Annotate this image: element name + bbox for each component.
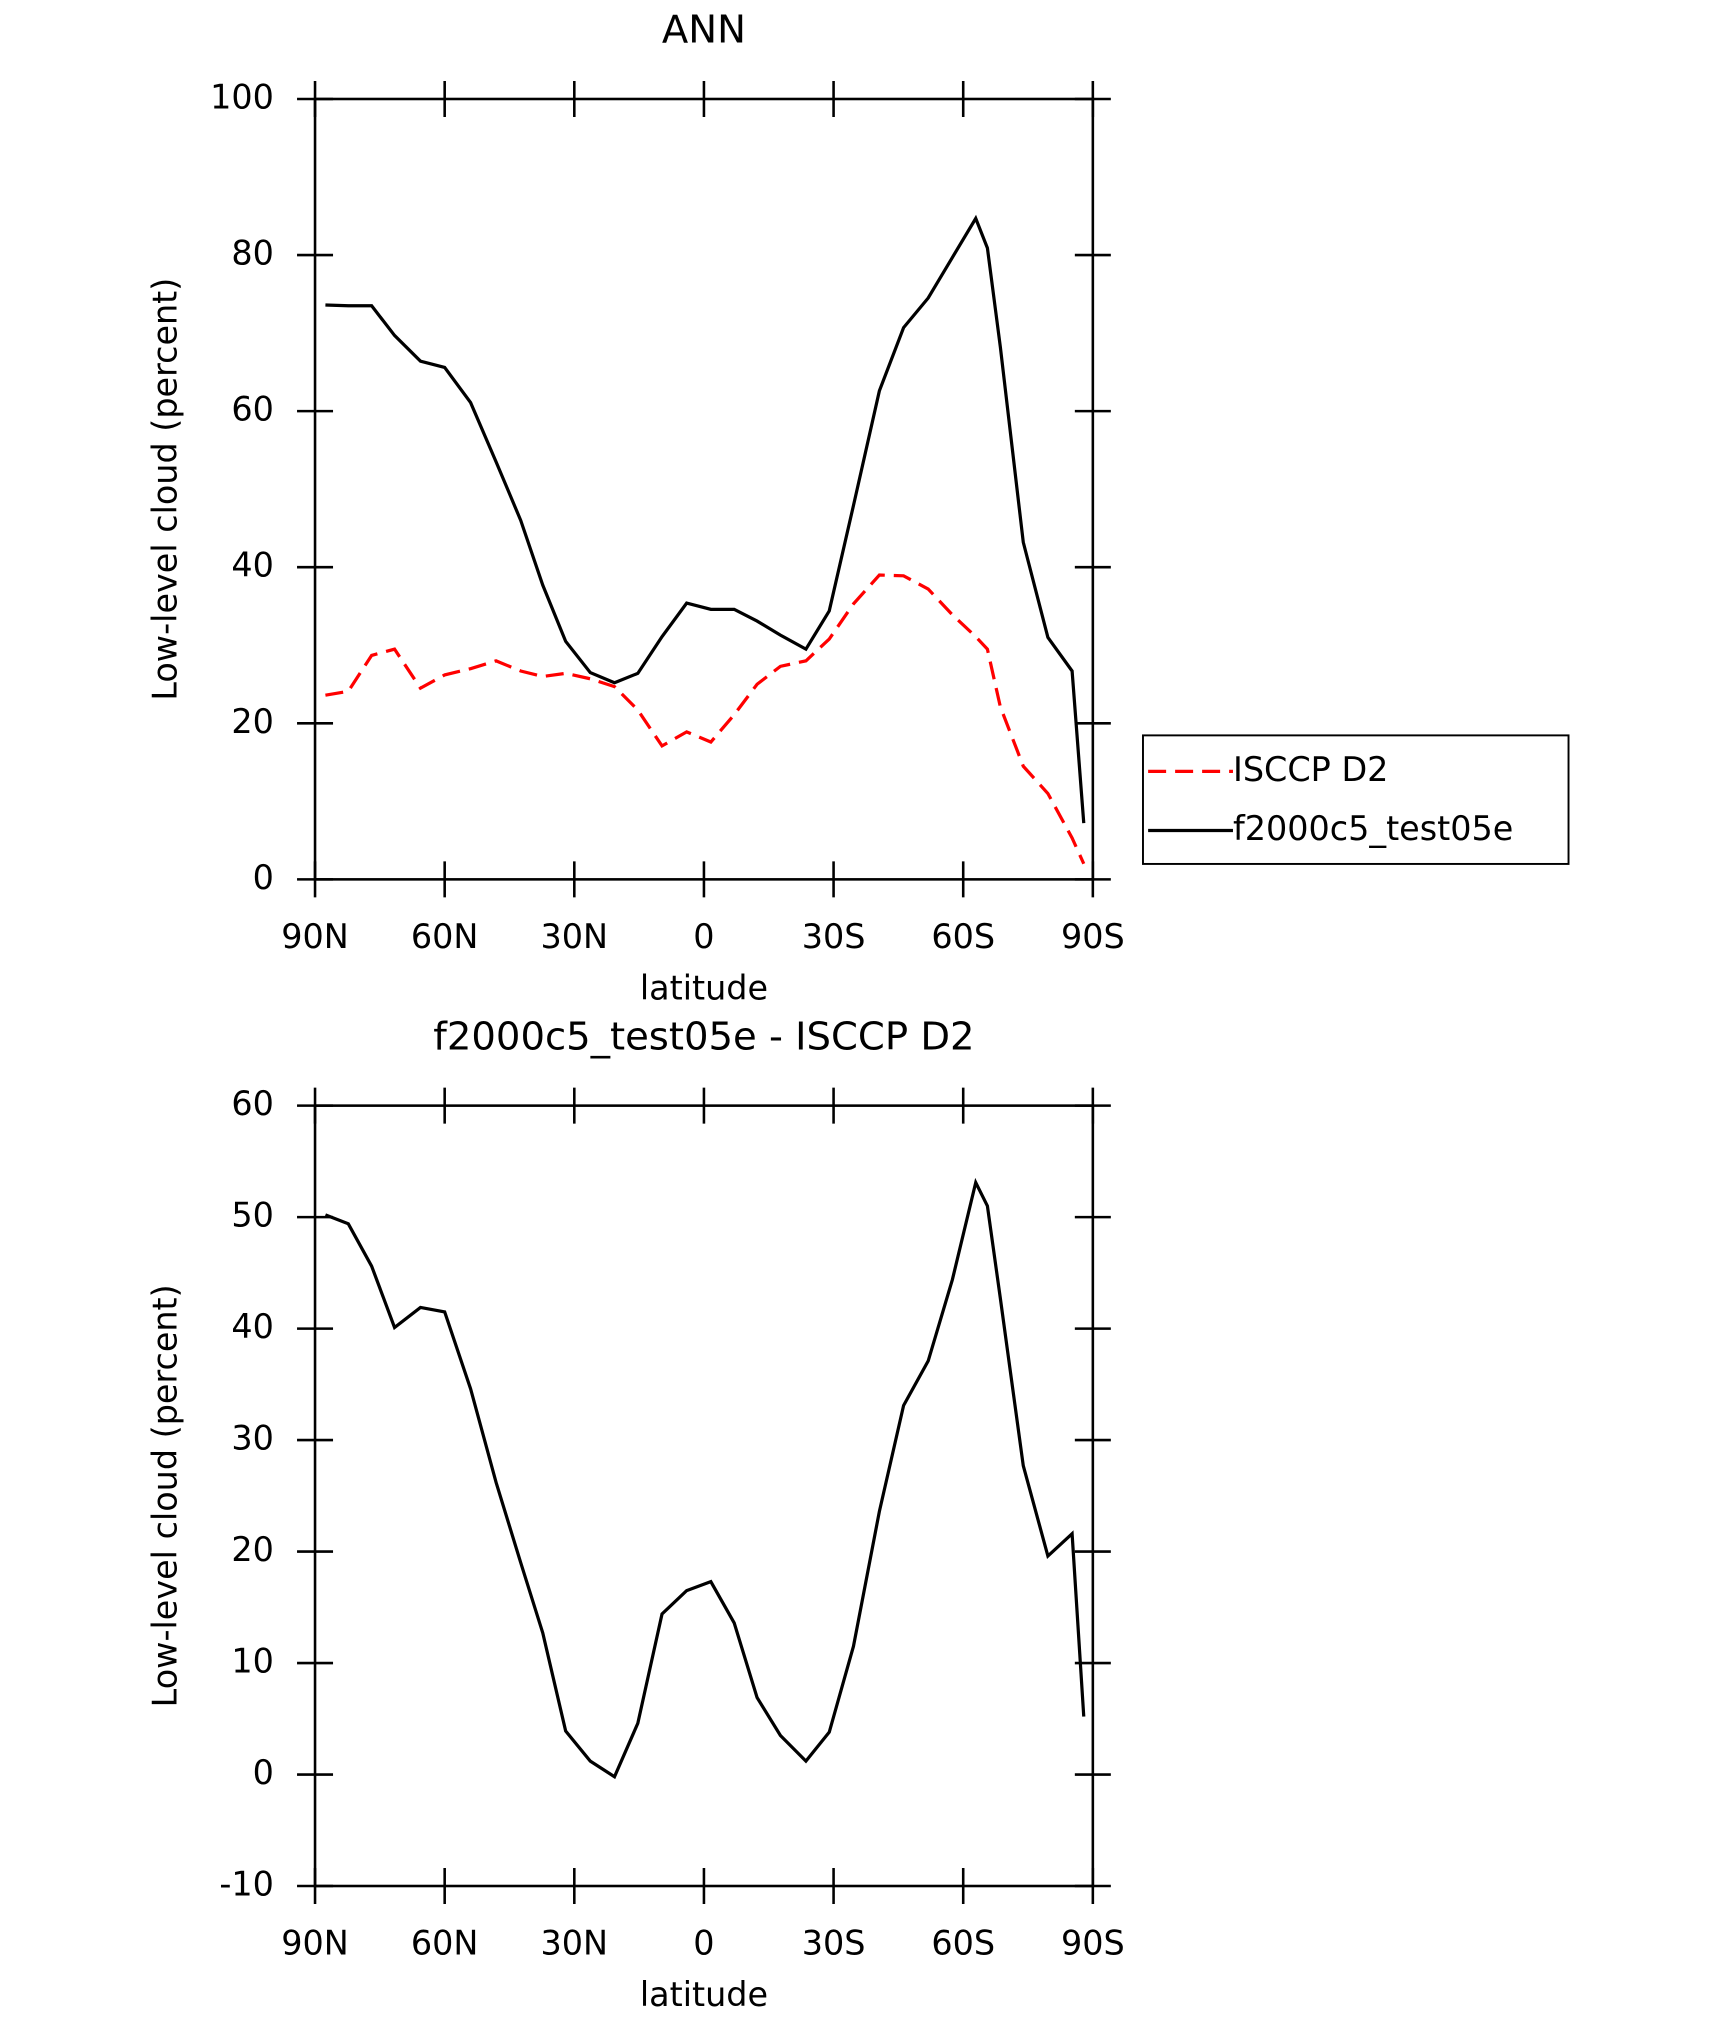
- x-axis-label: latitude: [640, 1975, 768, 2014]
- y-tick-label: 60: [231, 1084, 274, 1123]
- x-tick-label: 60N: [411, 1924, 479, 1963]
- legend-label: f2000c5_test05e: [1233, 809, 1513, 848]
- x-tick-label: 0: [693, 1924, 714, 1963]
- y-axis-label: Low-level cloud (percent): [146, 1284, 185, 1707]
- y-tick-label: 20: [231, 1530, 274, 1569]
- y-axis-label: Low-level cloud (percent): [146, 278, 185, 701]
- x-tick-label: 90N: [281, 1924, 349, 1963]
- legend-box: [1142, 734, 1570, 865]
- chart-title: f2000c5_test05e - ISCCP D2: [433, 1014, 974, 1059]
- data-line: [325, 214, 1086, 824]
- y-tick-label: 0: [253, 1753, 274, 1792]
- data-line: [324, 1177, 1086, 1780]
- x-tick-label: 90S: [1061, 917, 1125, 956]
- x-tick-label: 60S: [931, 917, 995, 956]
- y-tick-label: 0: [253, 858, 274, 897]
- y-tick-label: 60: [231, 390, 274, 429]
- y-tick-label: 10: [231, 1642, 274, 1681]
- x-tick-label: 90N: [281, 917, 349, 956]
- y-tick-label: 50: [231, 1196, 274, 1235]
- y-tick-label: 80: [231, 234, 274, 273]
- x-tick-label: 60S: [931, 1924, 995, 1963]
- y-tick-label: 40: [231, 546, 274, 585]
- y-tick-label: 100: [210, 77, 274, 116]
- x-tick-label: 30N: [541, 1924, 609, 1963]
- x-tick-label: 30N: [541, 917, 609, 956]
- y-tick-label: 20: [231, 702, 274, 741]
- x-tick-label: 60N: [411, 917, 479, 956]
- x-tick-label: 90S: [1061, 1924, 1125, 1963]
- x-tick-label: 0: [693, 917, 714, 956]
- x-axis-label: latitude: [640, 968, 768, 1007]
- y-tick-label: 40: [231, 1307, 274, 1346]
- x-tick-label: 30S: [802, 917, 866, 956]
- plot-frame: [313, 1104, 1095, 1888]
- y-tick-label: -10: [219, 1865, 274, 1904]
- legend-label: ISCCP D2: [1233, 750, 1388, 789]
- data-line: [325, 573, 1086, 865]
- y-tick-label: 30: [231, 1419, 274, 1458]
- x-tick-label: 30S: [802, 1924, 866, 1963]
- chart-title: ANN: [662, 8, 746, 53]
